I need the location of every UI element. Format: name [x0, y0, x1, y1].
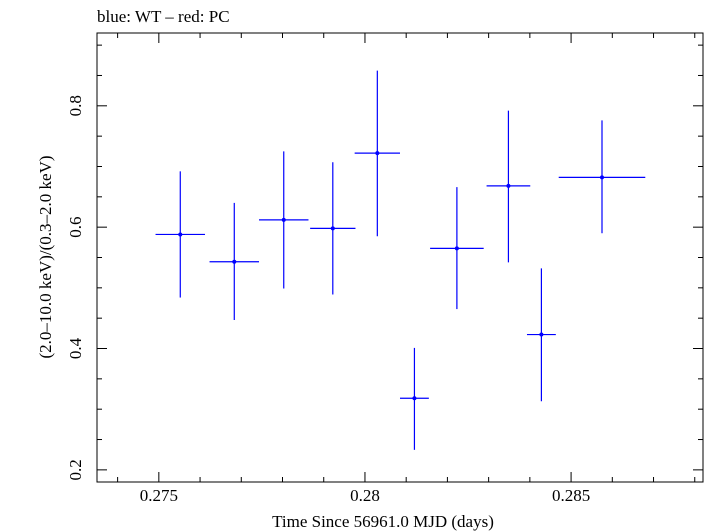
- x-tick-label: 0.285: [552, 486, 590, 505]
- x-axis-label: Time Since 56961.0 MJD (days): [272, 512, 494, 531]
- data-point: [486, 110, 531, 263]
- y-axis-label: (2.0–10.0 keV)/(0.3–2.0 keV): [36, 155, 55, 358]
- x-tick-label: 0.28: [350, 486, 380, 505]
- data-series-wt: [155, 70, 646, 450]
- data-point: [209, 202, 260, 320]
- point-marker: [330, 226, 335, 231]
- data-point: [430, 187, 484, 310]
- y-tick-label: 0.2: [66, 459, 85, 480]
- data-point: [310, 162, 356, 295]
- data-point: [526, 268, 556, 402]
- y-axis: 0.2 0.4 0.6 0.8: [66, 44, 703, 480]
- data-point: [155, 171, 206, 298]
- point-marker: [506, 183, 511, 188]
- y-tick-label: 0.4: [66, 337, 85, 359]
- x-tick-label: 0.275: [140, 486, 178, 505]
- x-axis: 0.275 0.28 0.285: [117, 33, 696, 505]
- point-marker: [232, 259, 237, 264]
- data-point: [558, 120, 646, 234]
- point-marker: [178, 232, 183, 237]
- data-point: [259, 151, 309, 289]
- point-marker: [539, 332, 544, 337]
- point-marker: [375, 151, 380, 156]
- data-point: [400, 347, 429, 450]
- point-marker: [600, 175, 604, 180]
- point-marker: [412, 396, 417, 401]
- point-marker: [281, 217, 286, 222]
- chart-title: blue: WT – red: PC: [97, 7, 230, 26]
- point-marker: [454, 246, 459, 251]
- y-tick-label: 0.6: [66, 217, 85, 238]
- data-point: [354, 70, 400, 237]
- plot-frame: [96, 32, 704, 483]
- y-tick-label: 0.8: [66, 95, 85, 116]
